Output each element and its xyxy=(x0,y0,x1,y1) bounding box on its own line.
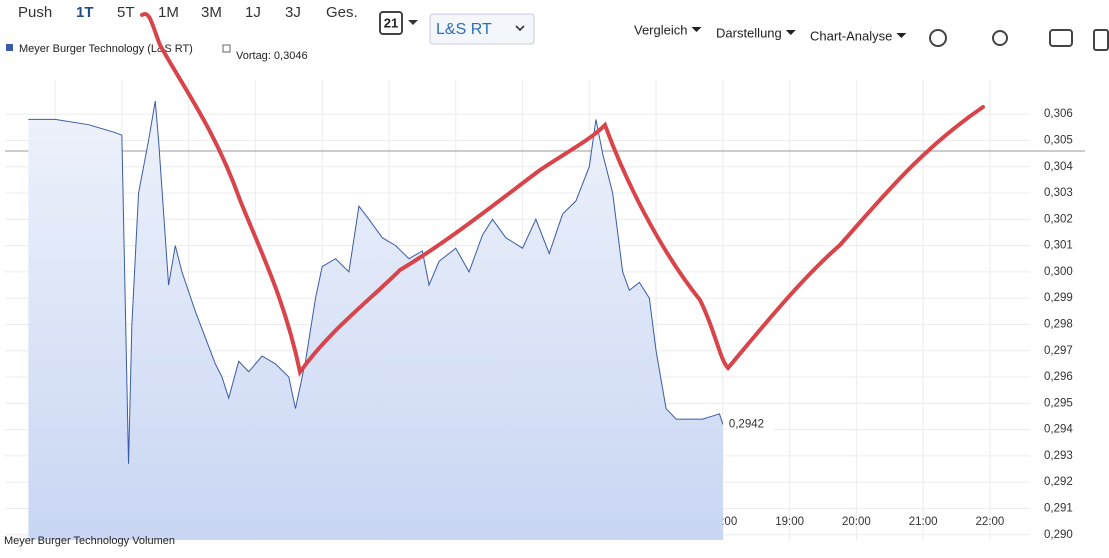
dropdown-arrow xyxy=(896,33,907,38)
tab[interactable]: 1M xyxy=(158,4,179,21)
tab[interactable]: 5T xyxy=(117,4,135,21)
y-tick-label: 0,306 xyxy=(1044,108,1073,120)
toolbar xyxy=(0,0,1109,46)
legend-label[interactable]: Meyer Burger Technology (L&S RT) xyxy=(19,43,193,55)
last-value-label: 0,2942 xyxy=(729,418,764,430)
calendar-icon[interactable] xyxy=(379,11,403,35)
volume-label: Meyer Burger Technology Volumen xyxy=(4,535,175,547)
tab[interactable]: Ges. xyxy=(326,4,358,21)
y-tick-label: 0,297 xyxy=(1044,345,1073,357)
y-tick-label: 0,293 xyxy=(1044,450,1073,462)
y-tick-label: 0,294 xyxy=(1044,424,1073,436)
y-tick-label: 0,295 xyxy=(1044,397,1073,409)
print-icon[interactable] xyxy=(1049,29,1073,47)
menu[interactable]: Darstellung xyxy=(716,25,782,40)
legend-swatch xyxy=(222,44,231,53)
tab[interactable]: 3M xyxy=(201,4,222,21)
exchange-value[interactable]: L&S RT xyxy=(436,21,492,38)
tab[interactable]: 3J xyxy=(285,4,301,21)
y-tick-label: 0,300 xyxy=(1044,266,1073,278)
legend-label[interactable]: Vortag: 0,3046 xyxy=(236,50,308,62)
tab[interactable]: 1J xyxy=(245,4,261,21)
area-fill xyxy=(28,101,723,541)
menu[interactable]: Vergleich xyxy=(634,22,687,37)
dropdown-arrow xyxy=(785,30,796,35)
last-value-box xyxy=(725,415,774,434)
x-tick-label: 22:00 xyxy=(976,516,1005,528)
y-tick-label: 0,299 xyxy=(1044,292,1073,304)
y-tick-label: 0,291 xyxy=(1044,502,1073,514)
dropdown-arrow xyxy=(515,25,525,32)
fullscreen-icon[interactable] xyxy=(1093,29,1109,51)
y-tick-label: 0,292 xyxy=(1044,476,1073,488)
x-tick-label: 19:00 xyxy=(775,516,804,528)
share-icon[interactable] xyxy=(992,30,1008,46)
y-tick-label: 0,298 xyxy=(1044,318,1073,330)
legend-swatch xyxy=(6,44,13,51)
menu[interactable]: Chart-Analyse xyxy=(810,28,892,43)
y-tick-label: 0,302 xyxy=(1044,213,1073,225)
y-tick-label: 0,305 xyxy=(1044,134,1073,146)
y-tick-label: 0,301 xyxy=(1044,240,1073,252)
y-tick-label: 0,290 xyxy=(1044,529,1073,541)
tab[interactable]: 1T xyxy=(76,4,94,21)
hand-drawn-annotation xyxy=(140,12,985,377)
y-tick-label: 0,303 xyxy=(1044,187,1073,199)
x-tick-label: 20:00 xyxy=(842,516,871,528)
y-tick-label: 0,304 xyxy=(1044,161,1073,173)
y-tick-label: 0,296 xyxy=(1044,371,1073,383)
x-tick-label: 21:00 xyxy=(909,516,938,528)
exchange-select[interactable] xyxy=(429,13,535,45)
tab[interactable]: Push xyxy=(18,4,52,21)
calendar-day[interactable]: 21 xyxy=(384,15,398,30)
dropdown-arrow xyxy=(408,20,418,25)
settings-icon[interactable] xyxy=(929,29,947,47)
price-line xyxy=(28,100,724,464)
dropdown-arrow xyxy=(691,27,702,32)
